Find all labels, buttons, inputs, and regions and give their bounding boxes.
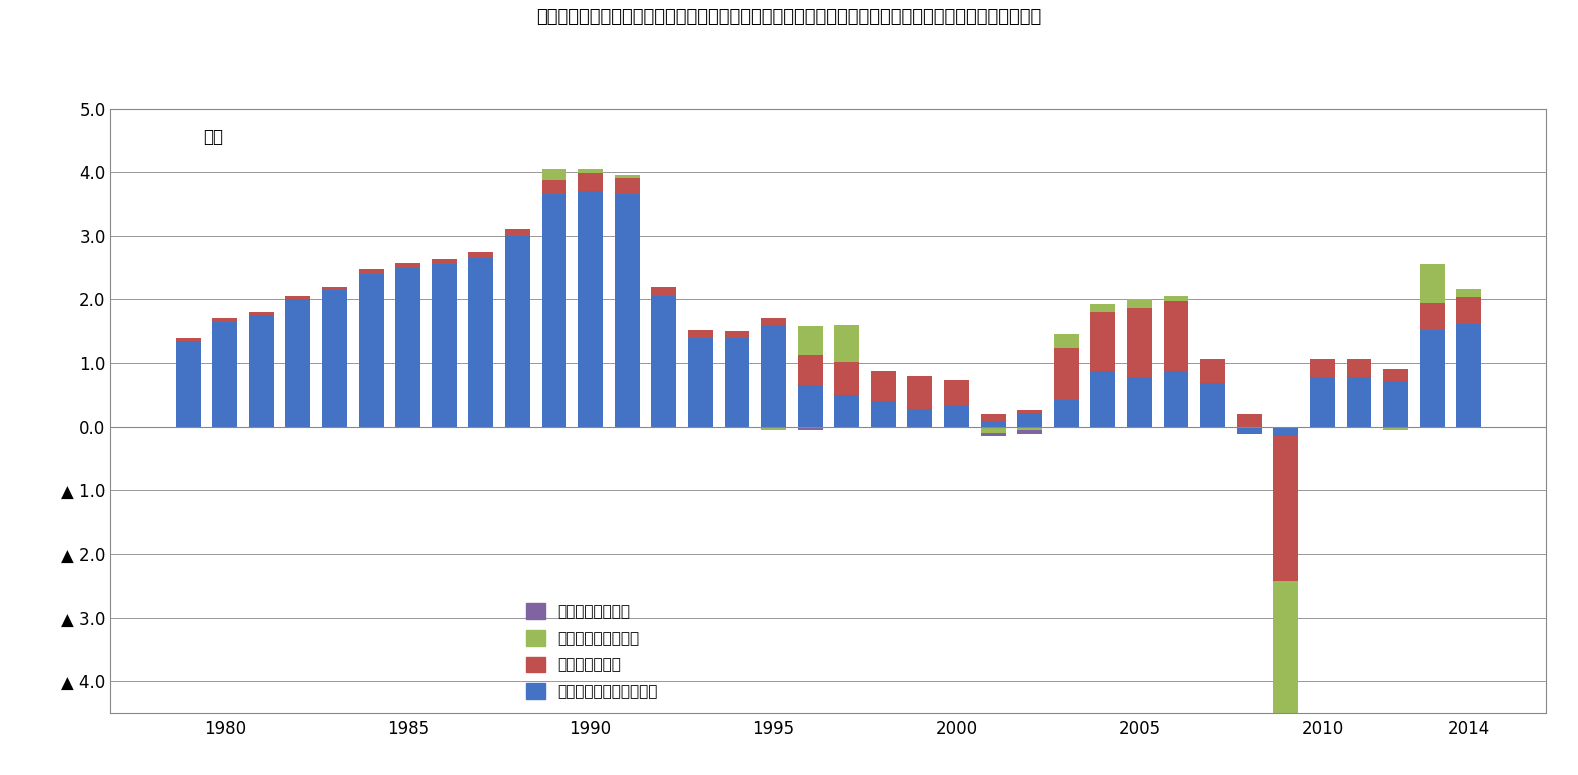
Bar	[907, 409, 933, 427]
Bar	[394, 264, 420, 267]
Bar	[286, 296, 311, 299]
Bar	[871, 370, 896, 401]
Bar	[1456, 324, 1482, 427]
Bar	[907, 376, 933, 409]
Bar	[578, 169, 603, 174]
Bar	[980, 433, 1005, 436]
Bar	[175, 338, 200, 341]
Bar	[798, 355, 822, 385]
Bar	[1346, 377, 1371, 427]
Bar	[358, 270, 383, 274]
Bar	[1054, 348, 1079, 400]
Bar	[798, 427, 822, 430]
Bar	[1420, 303, 1444, 330]
Bar	[1456, 297, 1482, 324]
Bar	[213, 322, 237, 427]
Bar	[835, 362, 858, 394]
Bar	[322, 287, 347, 290]
Bar	[322, 290, 347, 427]
Bar	[835, 325, 858, 362]
Bar	[1201, 359, 1225, 384]
Bar	[1127, 308, 1152, 377]
Bar	[871, 401, 896, 427]
Bar	[1127, 298, 1152, 308]
Bar	[835, 394, 858, 427]
Bar	[944, 380, 969, 406]
Bar	[249, 312, 275, 315]
Bar	[1090, 312, 1116, 370]
Bar	[761, 427, 786, 430]
Text: 【「本来の剰余」（危険準備金、価格変動準備金、貸倒引当金の増減を足し戻した金額、かんぽ除き）】: 【「本来の剰余」（危険準備金、価格変動準備金、貸倒引当金の増減を足し戻した金額、…	[537, 8, 1041, 26]
Bar	[1163, 301, 1188, 370]
Bar	[1127, 377, 1152, 427]
Bar	[1054, 334, 1079, 348]
Bar	[358, 274, 383, 427]
Bar	[652, 287, 677, 296]
Bar	[1018, 412, 1041, 427]
Bar	[1420, 264, 1444, 303]
Bar	[1018, 410, 1041, 412]
Bar	[761, 319, 786, 325]
Bar	[1273, 427, 1299, 436]
Bar	[175, 341, 200, 427]
Bar	[505, 229, 530, 236]
Bar	[652, 296, 677, 427]
Bar	[1273, 581, 1299, 747]
Bar	[724, 331, 750, 338]
Bar	[394, 267, 420, 427]
Bar	[541, 181, 567, 195]
Bar	[469, 258, 494, 427]
Bar	[688, 330, 713, 338]
Bar	[578, 174, 603, 191]
Bar	[761, 325, 786, 427]
Bar	[541, 195, 567, 427]
Bar	[1201, 384, 1225, 427]
Bar	[1382, 381, 1408, 427]
Bar	[1382, 370, 1408, 381]
Bar	[1054, 400, 1079, 427]
Bar	[1018, 427, 1041, 430]
Bar	[980, 422, 1005, 427]
Bar	[688, 338, 713, 427]
Bar	[798, 385, 822, 427]
Bar	[469, 252, 494, 258]
Bar	[1163, 296, 1188, 301]
Text: 兆円: 兆円	[204, 128, 222, 146]
Bar	[980, 427, 1005, 433]
Bar	[724, 338, 750, 427]
Legend: 貸倒引当金増加額, 価格変動準備金繰入, 危険準備金繰入, 当期剰余（配当繰入前）: 貸倒引当金増加額, 価格変動準備金繰入, 危険準備金繰入, 当期剰余（配当繰入前…	[521, 597, 663, 705]
Bar	[798, 326, 822, 355]
Bar	[980, 414, 1005, 422]
Bar	[1310, 377, 1335, 427]
Bar	[1018, 430, 1041, 434]
Bar	[1237, 427, 1262, 434]
Bar	[1090, 370, 1116, 427]
Bar	[578, 191, 603, 427]
Bar	[1273, 436, 1299, 581]
Bar	[944, 406, 969, 427]
Bar	[286, 299, 311, 427]
Bar	[1163, 370, 1188, 427]
Bar	[615, 175, 639, 178]
Bar	[505, 236, 530, 427]
Bar	[1237, 414, 1262, 427]
Bar	[249, 315, 275, 427]
Bar	[1420, 330, 1444, 427]
Bar	[1090, 305, 1116, 312]
Bar	[213, 319, 237, 322]
Bar	[541, 169, 567, 181]
Bar	[1456, 289, 1482, 297]
Bar	[1382, 427, 1408, 430]
Bar	[1346, 359, 1371, 377]
Bar	[432, 260, 456, 264]
Bar	[1310, 359, 1335, 377]
Bar	[615, 195, 639, 427]
Bar	[615, 178, 639, 195]
Bar	[432, 264, 456, 427]
